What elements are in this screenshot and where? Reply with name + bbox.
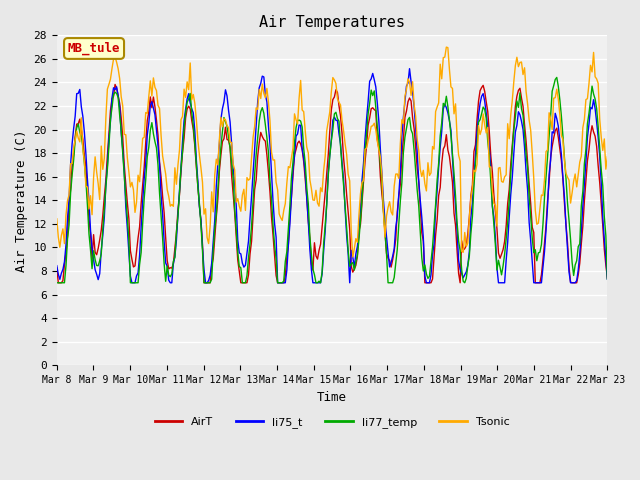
Tsonic bbox=[576, 159, 584, 165]
AirT bbox=[53, 265, 61, 271]
li77_temp bbox=[217, 144, 225, 150]
AirT bbox=[248, 239, 255, 244]
li77_temp bbox=[553, 74, 561, 80]
AirT bbox=[604, 275, 611, 281]
li77_temp bbox=[236, 264, 243, 269]
li75_t bbox=[128, 280, 136, 286]
li77_temp bbox=[244, 255, 252, 261]
AirT bbox=[124, 200, 131, 205]
li77_temp bbox=[574, 244, 582, 250]
li75_t bbox=[246, 215, 254, 221]
Tsonic bbox=[217, 115, 225, 120]
AirT bbox=[239, 280, 246, 286]
AirT bbox=[54, 280, 62, 286]
Tsonic bbox=[120, 132, 128, 137]
Text: MB_tule: MB_tule bbox=[68, 42, 120, 55]
Line: Tsonic: Tsonic bbox=[57, 47, 607, 257]
X-axis label: Time: Time bbox=[317, 391, 347, 404]
Y-axis label: Air Temperature (C): Air Temperature (C) bbox=[15, 129, 28, 272]
Tsonic bbox=[349, 254, 356, 260]
Line: li75_t: li75_t bbox=[57, 69, 607, 283]
Tsonic bbox=[604, 154, 611, 160]
li77_temp bbox=[53, 280, 61, 286]
li75_t bbox=[53, 263, 61, 269]
li75_t bbox=[295, 122, 303, 128]
li75_t bbox=[219, 106, 227, 112]
li77_temp bbox=[604, 276, 611, 282]
Line: li77_temp: li77_temp bbox=[57, 77, 607, 283]
AirT bbox=[111, 82, 119, 87]
Legend: AirT, li75_t, li77_temp, Tsonic: AirT, li75_t, li77_temp, Tsonic bbox=[150, 412, 514, 432]
Tsonic bbox=[236, 204, 243, 209]
li75_t bbox=[576, 251, 584, 256]
Tsonic bbox=[294, 121, 301, 127]
Tsonic bbox=[244, 177, 252, 183]
Line: AirT: AirT bbox=[57, 84, 607, 283]
li75_t bbox=[406, 66, 413, 72]
li77_temp bbox=[294, 118, 301, 123]
li75_t bbox=[120, 169, 128, 175]
Tsonic bbox=[53, 216, 61, 222]
AirT bbox=[297, 141, 305, 147]
li75_t bbox=[237, 251, 244, 257]
Tsonic bbox=[442, 44, 450, 50]
li75_t bbox=[604, 276, 611, 282]
li77_temp bbox=[120, 173, 128, 179]
AirT bbox=[576, 260, 584, 266]
Title: Air Temperatures: Air Temperatures bbox=[259, 15, 405, 30]
AirT bbox=[220, 136, 228, 142]
